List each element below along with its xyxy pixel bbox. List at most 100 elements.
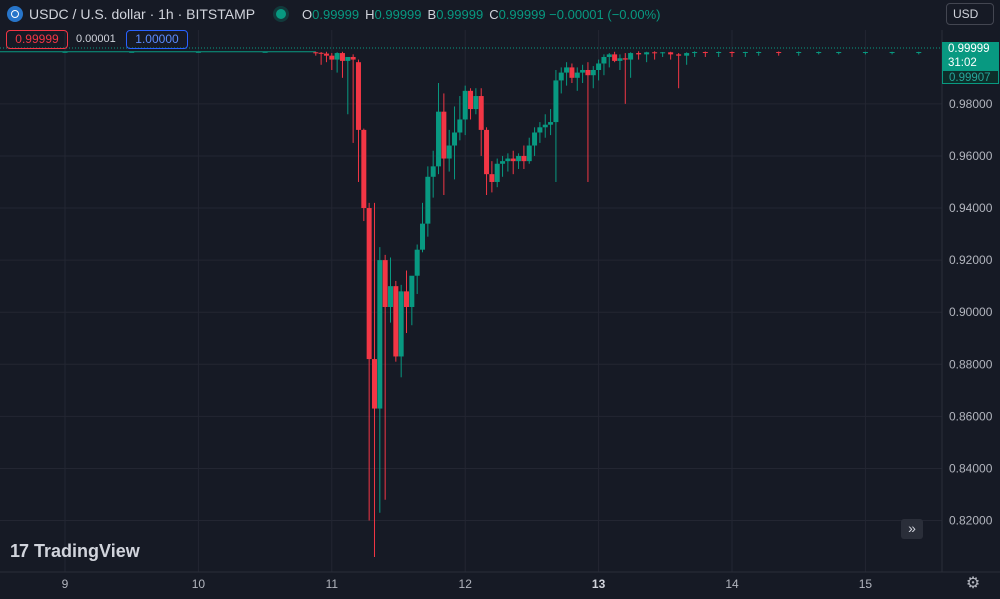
tradingview-logo[interactable]: 17 TradingView bbox=[10, 541, 140, 562]
candle-body bbox=[318, 52, 324, 54]
candle bbox=[510, 150, 516, 175]
candle bbox=[569, 63, 575, 84]
candle-body bbox=[622, 58, 628, 60]
candle-body bbox=[129, 51, 135, 53]
candle bbox=[473, 88, 479, 115]
candle-body bbox=[684, 53, 690, 56]
candle bbox=[776, 51, 782, 56]
candle-body bbox=[756, 52, 762, 54]
candle bbox=[366, 202, 372, 521]
y-tick-label: 0.94000 bbox=[949, 201, 993, 215]
logo-text: TradingView bbox=[34, 541, 140, 561]
candle-body bbox=[692, 52, 698, 54]
candle bbox=[889, 51, 895, 55]
candle bbox=[318, 52, 324, 65]
bid-button[interactable]: 0.99999 bbox=[6, 30, 68, 49]
candle-body bbox=[505, 158, 511, 162]
candle-body bbox=[836, 52, 842, 54]
candle bbox=[553, 69, 559, 182]
candle-body bbox=[889, 52, 895, 54]
candle bbox=[313, 51, 319, 56]
double-chevron-right-icon[interactable]: » bbox=[901, 519, 923, 539]
candle bbox=[387, 257, 393, 323]
chart-grid bbox=[0, 30, 942, 572]
candle-body bbox=[606, 54, 612, 57]
y-tick-label: 0.86000 bbox=[949, 409, 993, 423]
ohlc-value: 0.99999 bbox=[436, 7, 484, 22]
candle bbox=[628, 52, 634, 78]
currency-button[interactable]: USD bbox=[946, 3, 994, 25]
candle-body bbox=[590, 69, 596, 76]
candle bbox=[361, 128, 367, 222]
candle bbox=[660, 52, 666, 57]
x-tick-label: 9 bbox=[62, 577, 69, 591]
candle-body bbox=[409, 275, 415, 307]
candle-body bbox=[441, 111, 447, 159]
candle-body bbox=[350, 56, 356, 60]
candle bbox=[329, 53, 335, 70]
time-axis[interactable]: 9 10 11 12 13 14 15 bbox=[0, 571, 1000, 591]
candle bbox=[862, 51, 868, 55]
candle bbox=[668, 51, 674, 60]
candle-body bbox=[636, 53, 642, 55]
candle-body bbox=[323, 53, 329, 56]
candle bbox=[564, 62, 570, 86]
y-tick-label: 0.82000 bbox=[949, 514, 993, 528]
candle bbox=[601, 54, 607, 76]
candle-body bbox=[366, 208, 372, 360]
y-tick-label: 0.98000 bbox=[949, 97, 993, 111]
candle-body bbox=[484, 129, 490, 175]
candle-body bbox=[628, 53, 634, 60]
prev-close-tag: 0.99907 bbox=[942, 70, 999, 84]
candle-body bbox=[862, 52, 868, 54]
ohlc-value: 0.99999 −0.00001 (−0.00%) bbox=[498, 7, 661, 22]
candle bbox=[393, 280, 399, 362]
candle bbox=[425, 166, 431, 237]
last-price-tag: 0.99999 bbox=[942, 42, 999, 56]
candle-body bbox=[564, 67, 570, 73]
candle bbox=[195, 51, 201, 53]
tradingview-mark-icon: 17 bbox=[10, 541, 29, 561]
candle-body bbox=[702, 52, 708, 54]
candle bbox=[377, 247, 383, 513]
candle bbox=[489, 161, 495, 193]
candle-body bbox=[652, 52, 658, 54]
x-tick-label: 12 bbox=[459, 577, 473, 591]
candle-body bbox=[452, 132, 458, 146]
candle-body bbox=[742, 52, 748, 54]
candle-body bbox=[420, 223, 426, 250]
candle-body bbox=[195, 51, 201, 53]
ohlc-legend: O0.99999 H0.99999 B0.99999 C0.99999 −0.0000… bbox=[302, 7, 667, 22]
candle bbox=[816, 51, 822, 55]
gear-icon[interactable]: ⚙ bbox=[965, 575, 981, 592]
candle-body bbox=[510, 158, 516, 162]
candle bbox=[702, 51, 708, 57]
candle-body bbox=[516, 155, 522, 162]
candle bbox=[590, 66, 596, 89]
candle-body bbox=[601, 56, 607, 64]
candle bbox=[371, 202, 377, 557]
ohlc-key: H bbox=[365, 7, 375, 22]
candle bbox=[420, 202, 426, 253]
candle-body bbox=[329, 55, 335, 60]
candle-body bbox=[457, 119, 463, 133]
candle-body bbox=[553, 80, 559, 123]
x-tick-label: 14 bbox=[725, 577, 739, 591]
x-tick-label: 10 bbox=[192, 577, 206, 591]
ask-button[interactable]: 1.00000 bbox=[126, 30, 188, 49]
candle bbox=[62, 51, 68, 53]
candle-body bbox=[569, 67, 575, 78]
candle bbox=[441, 93, 447, 196]
candle bbox=[617, 54, 623, 70]
ohlc-key: B bbox=[427, 7, 437, 22]
candle-body bbox=[478, 96, 484, 130]
candle-body bbox=[542, 124, 548, 128]
price-axis[interactable]: 0.98000 0.96000 0.94000 0.92000 0.90000 0.880… bbox=[941, 30, 993, 572]
candle-body bbox=[537, 127, 543, 133]
candle-body bbox=[816, 52, 822, 54]
candle bbox=[622, 53, 628, 104]
candle-body bbox=[668, 52, 674, 55]
symbol-title[interactable]: USDC / U.S. dollar · 1h · BITSTAMP bbox=[29, 6, 256, 22]
usdc-coin-icon bbox=[7, 6, 23, 22]
